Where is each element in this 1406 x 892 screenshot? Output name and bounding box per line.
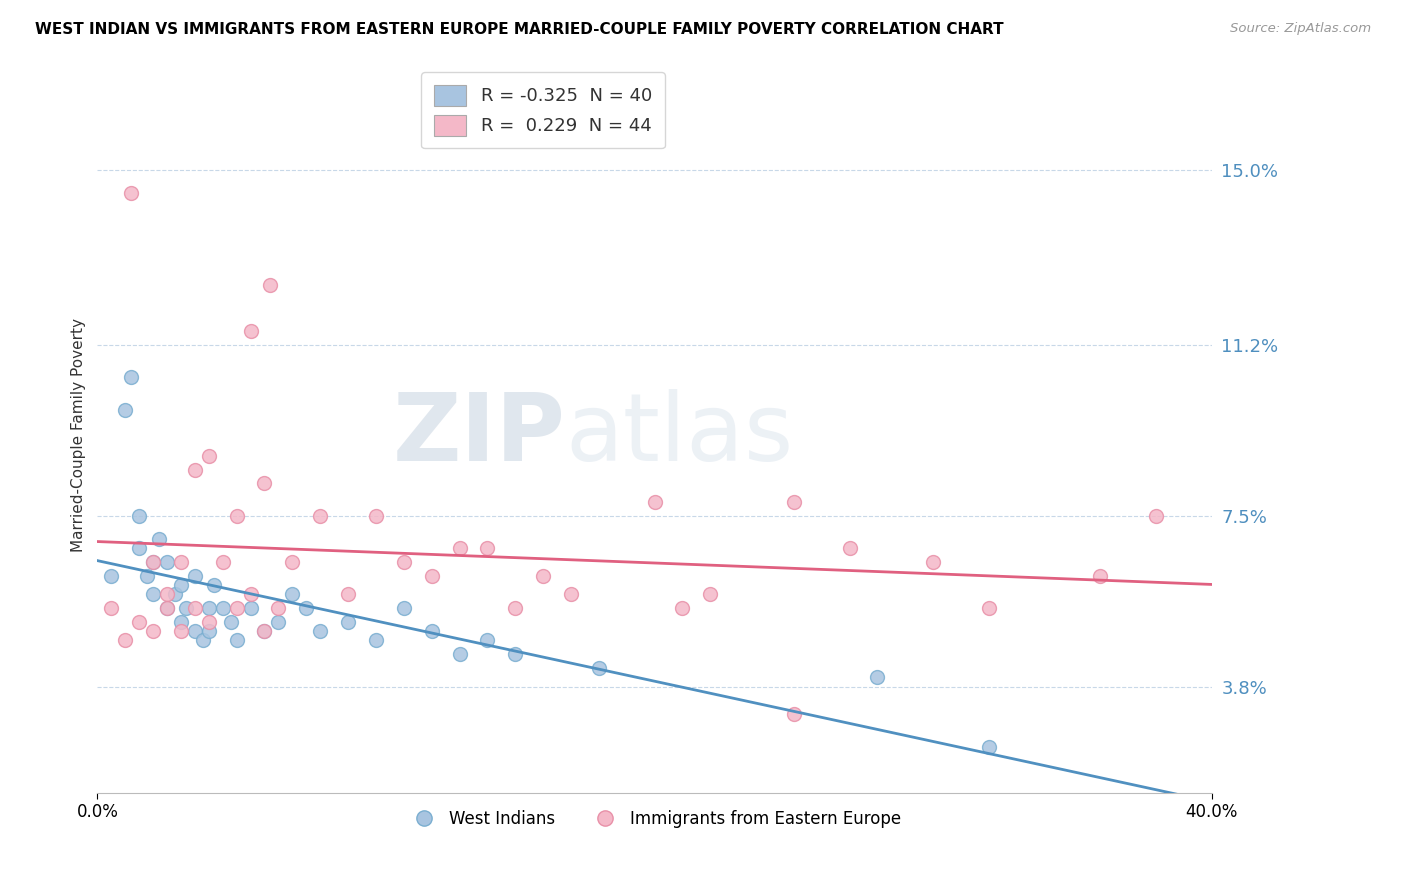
Point [211, 555, 233, 569]
Text: WEST INDIAN VS IMMIGRANTS FROM EASTERN EUROPE MARRIED-COUPLE FAMILY POVERTY CORR: WEST INDIAN VS IMMIGRANTS FROM EASTERN E… [35, 22, 1004, 37]
Point [184, 601, 207, 615]
Point [114, 402, 136, 417]
Point [449, 541, 471, 555]
Point [477, 633, 499, 648]
Point [449, 647, 471, 661]
Point [783, 495, 806, 509]
Point [197, 615, 219, 629]
Point [977, 739, 1000, 754]
Point [281, 587, 304, 601]
Point [193, 633, 215, 648]
Point [295, 601, 318, 615]
Point [120, 186, 142, 200]
Point [211, 601, 233, 615]
Point [202, 578, 225, 592]
Point [866, 670, 889, 684]
Point [838, 541, 860, 555]
Text: atlas: atlas [565, 389, 793, 481]
Point [156, 555, 179, 569]
Point [420, 624, 443, 639]
Text: ZIP: ZIP [392, 389, 565, 481]
Point [503, 647, 526, 661]
Point [100, 601, 122, 615]
Point [120, 370, 142, 384]
Point [197, 601, 219, 615]
Point [977, 601, 1000, 615]
Point [170, 578, 193, 592]
Point [503, 601, 526, 615]
Point [531, 568, 554, 582]
Point [644, 495, 666, 509]
Point [267, 601, 290, 615]
Point [783, 707, 806, 722]
Point [364, 633, 387, 648]
Point [197, 624, 219, 639]
Point [337, 587, 360, 601]
Y-axis label: Married-Couple Family Poverty: Married-Couple Family Poverty [72, 318, 86, 552]
Point [114, 633, 136, 648]
Point [392, 601, 415, 615]
Point [170, 615, 193, 629]
Point [1144, 508, 1167, 523]
Point [253, 624, 276, 639]
Point [309, 508, 332, 523]
Point [156, 601, 179, 615]
Point [267, 615, 290, 629]
Point [309, 624, 332, 639]
Point [184, 463, 207, 477]
Point [239, 601, 262, 615]
Point [142, 624, 165, 639]
Point [184, 624, 207, 639]
Point [128, 541, 150, 555]
Point [253, 476, 276, 491]
Point [136, 568, 159, 582]
Point [259, 278, 281, 293]
Point [922, 555, 945, 569]
Point [1090, 568, 1112, 582]
Point [253, 624, 276, 639]
Point [337, 615, 360, 629]
Point [239, 324, 262, 338]
Point [148, 532, 170, 546]
Point [699, 587, 721, 601]
Point [142, 555, 165, 569]
Point [197, 449, 219, 463]
Point [156, 587, 179, 601]
Point [420, 568, 443, 582]
Point [392, 555, 415, 569]
Point [225, 508, 247, 523]
Point [671, 601, 693, 615]
Point [219, 615, 242, 629]
Point [170, 555, 193, 569]
Point [560, 587, 582, 601]
Text: Source: ZipAtlas.com: Source: ZipAtlas.com [1230, 22, 1371, 36]
Point [142, 555, 165, 569]
Point [225, 601, 247, 615]
Point [170, 624, 193, 639]
Point [176, 601, 198, 615]
Point [156, 601, 179, 615]
Point [128, 615, 150, 629]
Point [142, 587, 165, 601]
Point [100, 568, 122, 582]
Point [364, 508, 387, 523]
Point [477, 541, 499, 555]
Point [128, 508, 150, 523]
Point [281, 555, 304, 569]
Point [239, 587, 262, 601]
Point [184, 568, 207, 582]
Point [588, 661, 610, 675]
Point [225, 633, 247, 648]
Point [165, 587, 187, 601]
Legend: West Indians, Immigrants from Eastern Europe: West Indians, Immigrants from Eastern Eu… [401, 803, 908, 834]
